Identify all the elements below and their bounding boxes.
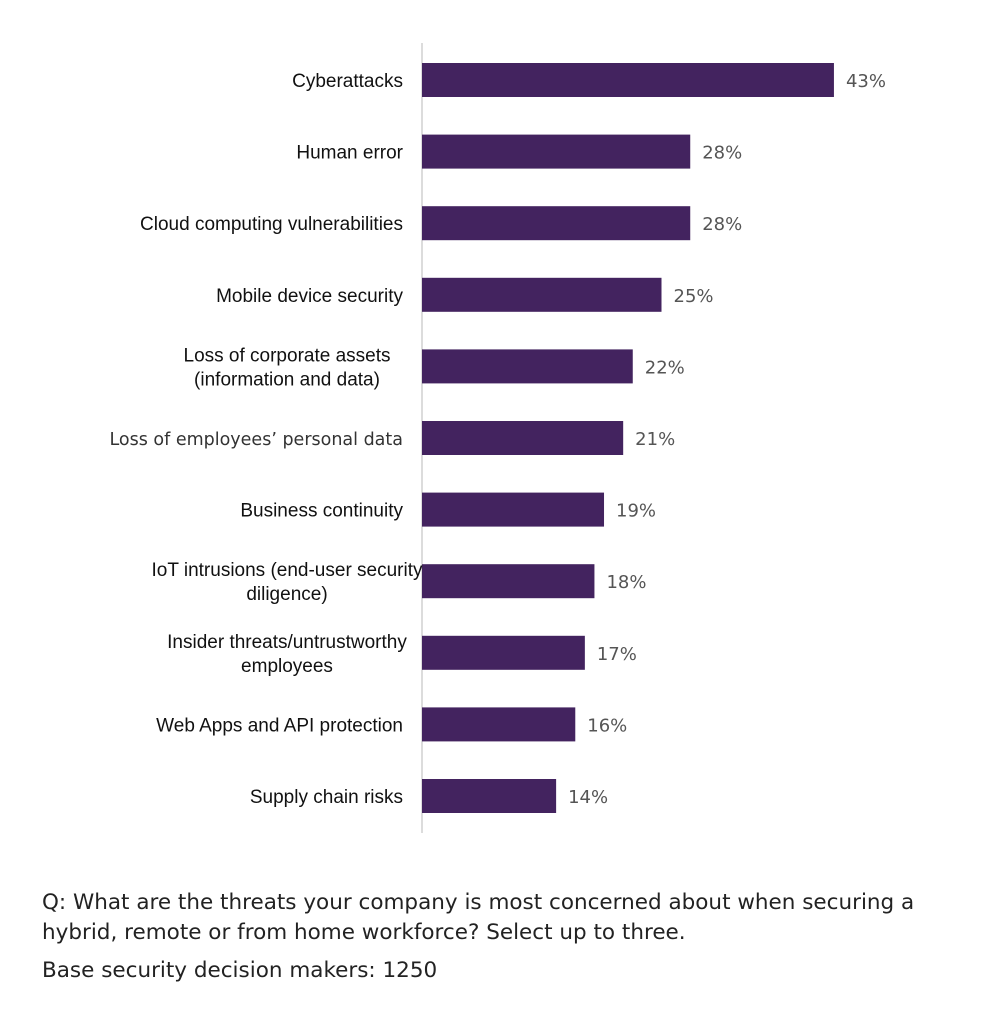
category-label-line: employees: [241, 656, 333, 677]
category-label: Business continuity: [240, 501, 403, 522]
bar: [422, 564, 595, 599]
bar: [422, 635, 585, 670]
bar: [422, 206, 691, 241]
bar: [422, 349, 633, 384]
category-label: Loss of corporate assets (information and…: [184, 345, 391, 390]
value-label: 16%: [587, 715, 627, 736]
category-label: IoT intrusions (end-user security diligen…: [151, 560, 423, 605]
value-label: 18%: [606, 572, 646, 593]
bar: [422, 707, 576, 742]
bar: [422, 492, 605, 527]
value-label: 28%: [702, 214, 742, 235]
category-label: Cloud computing vulnerabilities: [140, 214, 403, 235]
bar: [422, 134, 691, 169]
category-label-line: Supply chain risks: [250, 787, 403, 808]
category-label-line: Human error: [296, 143, 403, 164]
value-label: 28%: [702, 143, 742, 164]
footnote-question: Q: What are the threats your company is …: [42, 890, 915, 945]
value-label: 21%: [635, 429, 675, 450]
category-label-line: Web Apps and API protection: [156, 715, 403, 736]
value-label: 22%: [645, 357, 685, 378]
category-label-line: Business continuity: [240, 501, 403, 522]
footnote-base: Base security decision makers: 1250: [42, 958, 438, 983]
category-label-line: (information and data): [194, 369, 380, 390]
category-label-line: Mobile device security: [216, 286, 403, 307]
bar: [422, 779, 557, 813]
category-label: Supply chain risks: [250, 787, 403, 808]
bar-chart: 43% Cyberattacks 28% Human error 28% Cloud co…: [109, 43, 886, 833]
category-label-line: Cloud computing vulnerabilities: [140, 214, 403, 235]
value-label: 14%: [568, 787, 608, 808]
bar: [422, 421, 624, 455]
value-label: 19%: [616, 501, 656, 522]
bars-group: 43% Cyberattacks 28% Human error 28% Cloud co…: [109, 43, 886, 833]
category-label: Mobile device security: [216, 286, 403, 307]
value-label: 25%: [674, 286, 714, 307]
category-label: Web Apps and API protection: [156, 715, 403, 736]
category-label: Loss of employees’ personal data: [109, 430, 403, 450]
category-label-line: IoT intrusions (end-user security: [151, 560, 423, 581]
category-label-line: Cyberattacks: [292, 71, 403, 92]
category-label-line: Loss of employees’ personal data: [109, 430, 403, 450]
category-label: Cyberattacks: [292, 71, 403, 92]
bar: [422, 277, 662, 312]
category-label: Human error: [296, 143, 403, 164]
value-label: 17%: [597, 644, 637, 665]
category-label-line: diligence): [246, 584, 327, 605]
category-label-line: Loss of corporate assets: [184, 345, 391, 366]
value-label: 43%: [846, 71, 886, 92]
category-label-line: Insider threats/untrustworthy: [167, 632, 407, 653]
category-label: Insider threats/untrustworthy employees: [167, 632, 407, 677]
bar: [422, 63, 834, 97]
